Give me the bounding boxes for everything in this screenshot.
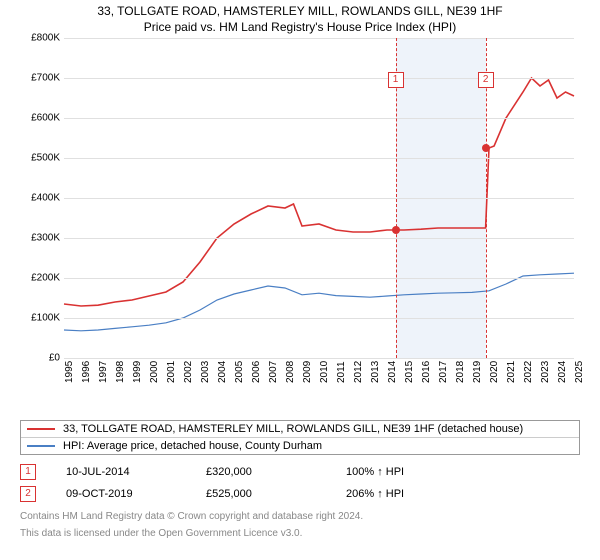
x-axis-label: 2009 [302,361,313,383]
x-axis-label: 1997 [98,361,109,383]
x-axis-label: 2022 [523,361,534,383]
x-axis-label: 2025 [574,361,585,383]
y-axis-label: £400K [20,193,60,204]
x-axis-label: 2012 [353,361,364,383]
x-axis-label: 2000 [149,361,160,383]
x-axis-label: 2001 [166,361,177,383]
series-property [64,78,574,306]
x-axis-label: 2008 [285,361,296,383]
x-axis-label: 2011 [336,361,347,383]
transaction-table: 1 10-JUL-2014£320,000100% ↑ HPI 2 09-OCT-20… [20,461,580,505]
gridline-h [64,78,574,79]
gridline-h [64,158,574,159]
transaction-row: 1 10-JUL-2014£320,000100% ↑ HPI [20,461,580,483]
y-axis-label: £0 [20,353,60,364]
transaction-number-box: 1 [20,464,36,480]
x-axis-label: 2021 [506,361,517,383]
x-axis-label: 1998 [115,361,126,383]
transaction-number-box: 2 [20,486,36,502]
transaction-pct: 206% ↑ HPI [346,488,486,500]
x-axis-label: 2013 [370,361,381,383]
x-axis-label: 2005 [234,361,245,383]
chart-title: 33, TOLLGATE ROAD, HAMSTERLEY MILL, ROWL… [0,0,600,18]
y-axis-label: £500K [20,153,60,164]
transaction-date: 10-JUL-2014 [66,466,206,478]
x-axis-label: 2017 [438,361,449,383]
x-axis-label: 2023 [540,361,551,383]
legend-swatch [27,428,55,430]
x-axis-label: 1999 [132,361,143,383]
chart-area: 12 £0£100K£200K£300K£400K£500K£600K£700K… [20,38,580,388]
footnote-copyright: Contains HM Land Registry data © Crown c… [20,511,580,522]
gridline-h [64,38,574,39]
x-axis-label: 2003 [200,361,211,383]
legend-label: 33, TOLLGATE ROAD, HAMSTERLEY MILL, ROWL… [63,423,523,435]
x-axis-label: 2015 [404,361,415,383]
y-axis-label: £800K [20,33,60,44]
x-axis-label: 2018 [455,361,466,383]
transaction-date: 09-OCT-2019 [66,488,206,500]
transaction-dot [482,144,490,152]
legend-item: HPI: Average price, detached house, Coun… [21,437,579,454]
gridline-h [64,318,574,319]
x-axis-label: 2020 [489,361,500,383]
legend-box: 33, TOLLGATE ROAD, HAMSTERLEY MILL, ROWL… [20,420,580,455]
x-axis-label: 2019 [472,361,483,383]
gridline-h [64,118,574,119]
x-axis-label: 2010 [319,361,330,383]
transaction-dot [392,226,400,234]
x-axis-label: 2007 [268,361,279,383]
legend-item: 33, TOLLGATE ROAD, HAMSTERLEY MILL, ROWL… [21,421,579,437]
footnote-licence: This data is licensed under the Open Gov… [20,528,580,539]
transaction-marker: 2 [478,72,494,88]
y-axis-label: £300K [20,233,60,244]
legend-swatch [27,445,55,447]
x-axis-label: 1995 [64,361,75,383]
y-axis-label: £600K [20,113,60,124]
y-axis-label: £700K [20,73,60,84]
gridline-h [64,198,574,199]
transaction-price: £320,000 [206,466,346,478]
x-axis-label: 1996 [81,361,92,383]
y-axis-label: £200K [20,273,60,284]
x-axis-label: 2006 [251,361,262,383]
series-hpi [64,273,574,331]
transaction-pct: 100% ↑ HPI [346,466,486,478]
y-axis-label: £100K [20,313,60,324]
plot-region: 12 [64,38,574,359]
legend-label: HPI: Average price, detached house, Coun… [63,440,322,452]
gridline-h [64,358,574,359]
transaction-marker: 1 [388,72,404,88]
gridline-h [64,238,574,239]
x-axis-label: 2002 [183,361,194,383]
transaction-price: £525,000 [206,488,346,500]
x-axis-label: 2014 [387,361,398,383]
chart-subtitle: Price paid vs. HM Land Registry's House … [0,18,600,38]
x-axis-label: 2016 [421,361,432,383]
transaction-row: 2 09-OCT-2019£525,000206% ↑ HPI [20,483,580,505]
x-axis-label: 2024 [557,361,568,383]
x-axis-label: 2004 [217,361,228,383]
gridline-h [64,278,574,279]
